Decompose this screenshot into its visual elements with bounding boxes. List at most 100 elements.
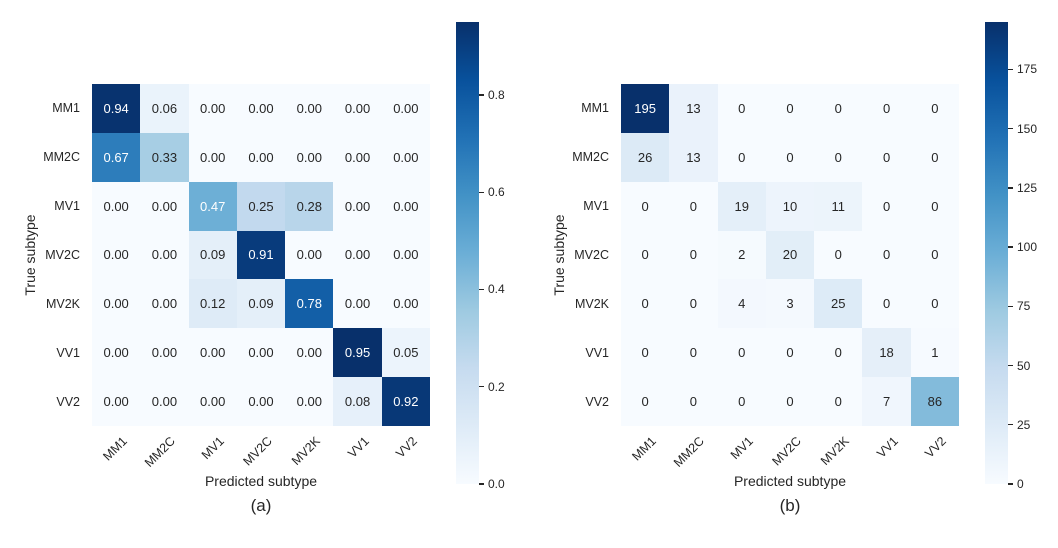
heatmap-cell: 0.09 <box>188 230 237 280</box>
heatmap-grid: 0.94 0.06 0.00 0.00 0.00 0.00 0.00 0.67 0.33 0.00… <box>92 84 430 426</box>
heatmap-cell: 0.67 <box>92 132 141 182</box>
heatmap-cell: 13 <box>669 132 718 182</box>
heatmap-cell: 0.00 <box>188 84 237 133</box>
heatmap-cell: 0 <box>814 84 863 133</box>
heatmap-cell: 0.00 <box>140 328 189 378</box>
x-tick-label: MV1 <box>727 434 756 463</box>
panel-b: True subtype MM1 MM2C MV1 MV2C MV2K VV1 VV2 19… <box>529 0 1058 548</box>
colorbar-tick-label: 50 <box>1017 358 1031 373</box>
y-tick-label: MV2K <box>45 296 80 311</box>
heatmap-cell: 0.00 <box>333 84 382 133</box>
colorbar-tick: 25 <box>1008 418 1030 432</box>
colorbar-tick-label: 0.0 <box>488 477 505 491</box>
heatmap-cell: 0.00 <box>333 230 382 280</box>
heatmap-cell: 0 <box>862 230 911 280</box>
colorbar-tick-mark <box>479 386 484 388</box>
heatmap-cell: 0 <box>910 230 959 280</box>
heatmap-cell: 0.92 <box>381 377 430 426</box>
y-tick-labels: MM1 MM2C MV1 MV2C MV2K VV1 VV2 <box>0 84 86 426</box>
x-tick-label: MV2C <box>769 434 804 469</box>
heatmap-cell: 0.00 <box>92 181 141 231</box>
heatmap-cell: 0.00 <box>236 328 286 378</box>
heatmap-cell: 26 <box>621 132 670 182</box>
heatmap-cell: 0.00 <box>188 377 237 426</box>
heatmap-cell: 0.95 <box>333 328 382 378</box>
y-tick-label: MV1 <box>583 199 609 214</box>
heatmap-cell: 0 <box>814 132 863 182</box>
heatmap-cell: 0 <box>621 279 670 329</box>
heatmap-cell: 0.00 <box>381 181 430 231</box>
colorbar <box>985 22 1008 484</box>
heatmap-cell: 0.06 <box>140 84 189 133</box>
colorbar <box>456 22 479 484</box>
y-tick-label: MV2C <box>45 247 80 262</box>
heatmap-cell: 0.91 <box>236 230 286 280</box>
y-tick-label: MV2C <box>574 247 609 262</box>
heatmap-cell: 25 <box>814 279 863 329</box>
colorbar-tick-label: 0.8 <box>488 87 505 102</box>
heatmap-cell: 0 <box>621 328 670 378</box>
heatmap-cell: 0 <box>621 377 670 426</box>
heatmap-cell: 0 <box>717 328 766 378</box>
colorbar-tick-label: 0 <box>1017 477 1024 491</box>
heatmap-cell: 0.00 <box>285 377 334 426</box>
colorbar-tick-mark <box>479 483 484 485</box>
panel-a: True subtype MM1 MM2C MV1 MV2C MV2K VV1 VV2 0.… <box>0 22 505 515</box>
heatmap-cell: 0.78 <box>285 279 334 329</box>
heatmap-cell: 0 <box>765 84 815 133</box>
colorbar-tick-mark <box>1008 424 1013 426</box>
colorbar-tick-label: 0.4 <box>488 282 505 297</box>
x-tick-label: MM1 <box>629 434 660 464</box>
heatmap-cell: 7 <box>862 377 911 426</box>
panel-caption: (b) <box>779 496 801 515</box>
heatmap-cell: 19 <box>717 181 766 231</box>
colorbar-tick: 100 <box>1008 240 1037 254</box>
heatmap-cell: 0.00 <box>333 279 382 329</box>
heatmap-grid: 195 13 0 0 0 0 0 26 13 0 0 0 0 0 0 0 19 10 11 0 0 0 0 2 20 0 0 0 0 0 4… <box>621 84 959 426</box>
x-tick-label: MV2K <box>818 434 853 468</box>
heatmap-cell: 0 <box>910 279 959 329</box>
heatmap-cell: 0 <box>621 181 670 231</box>
x-tick-label: MM2C <box>142 434 179 470</box>
colorbar-tick: 0.2 <box>479 380 505 394</box>
heatmap-cell: 0 <box>765 132 815 182</box>
heatmap-cell: 0 <box>910 84 959 133</box>
heatmap-cell: 0.00 <box>381 230 430 280</box>
heatmap-cell: 0.08 <box>333 377 382 426</box>
heatmap-cell: 0 <box>814 328 863 378</box>
heatmap-cell: 0.00 <box>140 377 189 426</box>
x-tick-label: VV2 <box>393 434 420 461</box>
colorbar-tick: 0.0 <box>479 477 505 491</box>
heatmap-cell: 0.00 <box>92 328 141 378</box>
colorbar-tick: 0.4 <box>479 282 505 296</box>
x-tick-label: MM1 <box>100 434 131 464</box>
heatmap-cell: 0.00 <box>236 132 286 182</box>
colorbar-tick-label: 0.6 <box>488 185 505 200</box>
heatmap-cell: 0 <box>862 279 911 329</box>
y-tick-label: MV1 <box>54 199 80 214</box>
colorbar-tick-mark <box>1008 187 1013 189</box>
colorbar-tick-label: 0.2 <box>488 379 505 394</box>
colorbar-tick-label: 150 <box>1017 121 1038 136</box>
heatmap-cell: 11 <box>814 181 863 231</box>
heatmap-cell: 0 <box>669 230 718 280</box>
y-tick-label: MM1 <box>52 101 80 116</box>
heatmap-cell: 0.00 <box>333 181 382 231</box>
heatmap-cell: 195 <box>621 84 670 133</box>
heatmap-cell: 0.00 <box>92 230 141 280</box>
heatmap-cell: 0.00 <box>140 181 189 231</box>
heatmap-cell: 0.47 <box>188 181 237 231</box>
heatmap-cell: 0 <box>862 84 911 133</box>
x-tick-labels: MM1 MM2C MV1 MV2C MV2K VV1 VV2 <box>92 428 430 478</box>
heatmap-cell: 3 <box>765 279 815 329</box>
colorbar-tick-mark <box>1008 68 1013 71</box>
x-axis-label: Predicted subtype <box>204 473 318 489</box>
heatmap-cell: 0 <box>814 230 863 280</box>
heatmap-cell: 0 <box>669 328 718 378</box>
heatmap-cell: 10 <box>765 181 815 231</box>
colorbar-tick-label: 100 <box>1017 240 1038 255</box>
colorbar-ticks: 0 25 50 75 100 125 150 175 <box>1008 22 1058 490</box>
heatmap-cell: 0.00 <box>140 230 189 280</box>
heatmap-cell: 0 <box>910 132 959 182</box>
panel-caption: (a) <box>250 496 272 515</box>
